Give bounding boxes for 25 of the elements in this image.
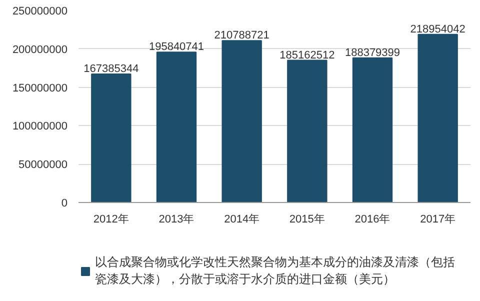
x-tick-label: 2017年 [420, 214, 456, 226]
x-tick-label: 2016年 [354, 214, 390, 226]
data-label: 210788721 [214, 30, 270, 42]
bar [91, 73, 132, 202]
data-label: 188379399 [344, 46, 400, 59]
y-tick-label: 100000000 [12, 120, 68, 133]
data-label: 185162512 [280, 49, 335, 62]
bar [352, 57, 393, 202]
x-tick-label: 2012年 [93, 214, 129, 226]
bar [156, 52, 197, 202]
x-tick-label: 2014年 [224, 214, 260, 226]
y-tick-label: 200000000 [12, 44, 68, 56]
y-tick-label: 0 [61, 198, 68, 210]
data-label: 167385344 [84, 62, 139, 75]
y-tick-label: 50000000 [18, 159, 68, 172]
x-tick-label: 2013年 [158, 214, 194, 226]
y-tick-label: 250000000 [12, 6, 68, 18]
x-tick-label: 2015年 [289, 214, 325, 226]
bar [418, 34, 458, 202]
data-label: 218954042 [410, 23, 466, 36]
y-tick-label: 150000000 [12, 82, 68, 94]
bar [287, 60, 328, 202]
bar [222, 40, 262, 202]
legend-label: 以合成聚合物或化学改性天然聚合物为基本成分的油漆及清漆（包括瓷漆及大漆），分散于或溶于水介质的进口金额（美元） [95, 254, 455, 288]
data-label: 195840741 [148, 41, 204, 54]
